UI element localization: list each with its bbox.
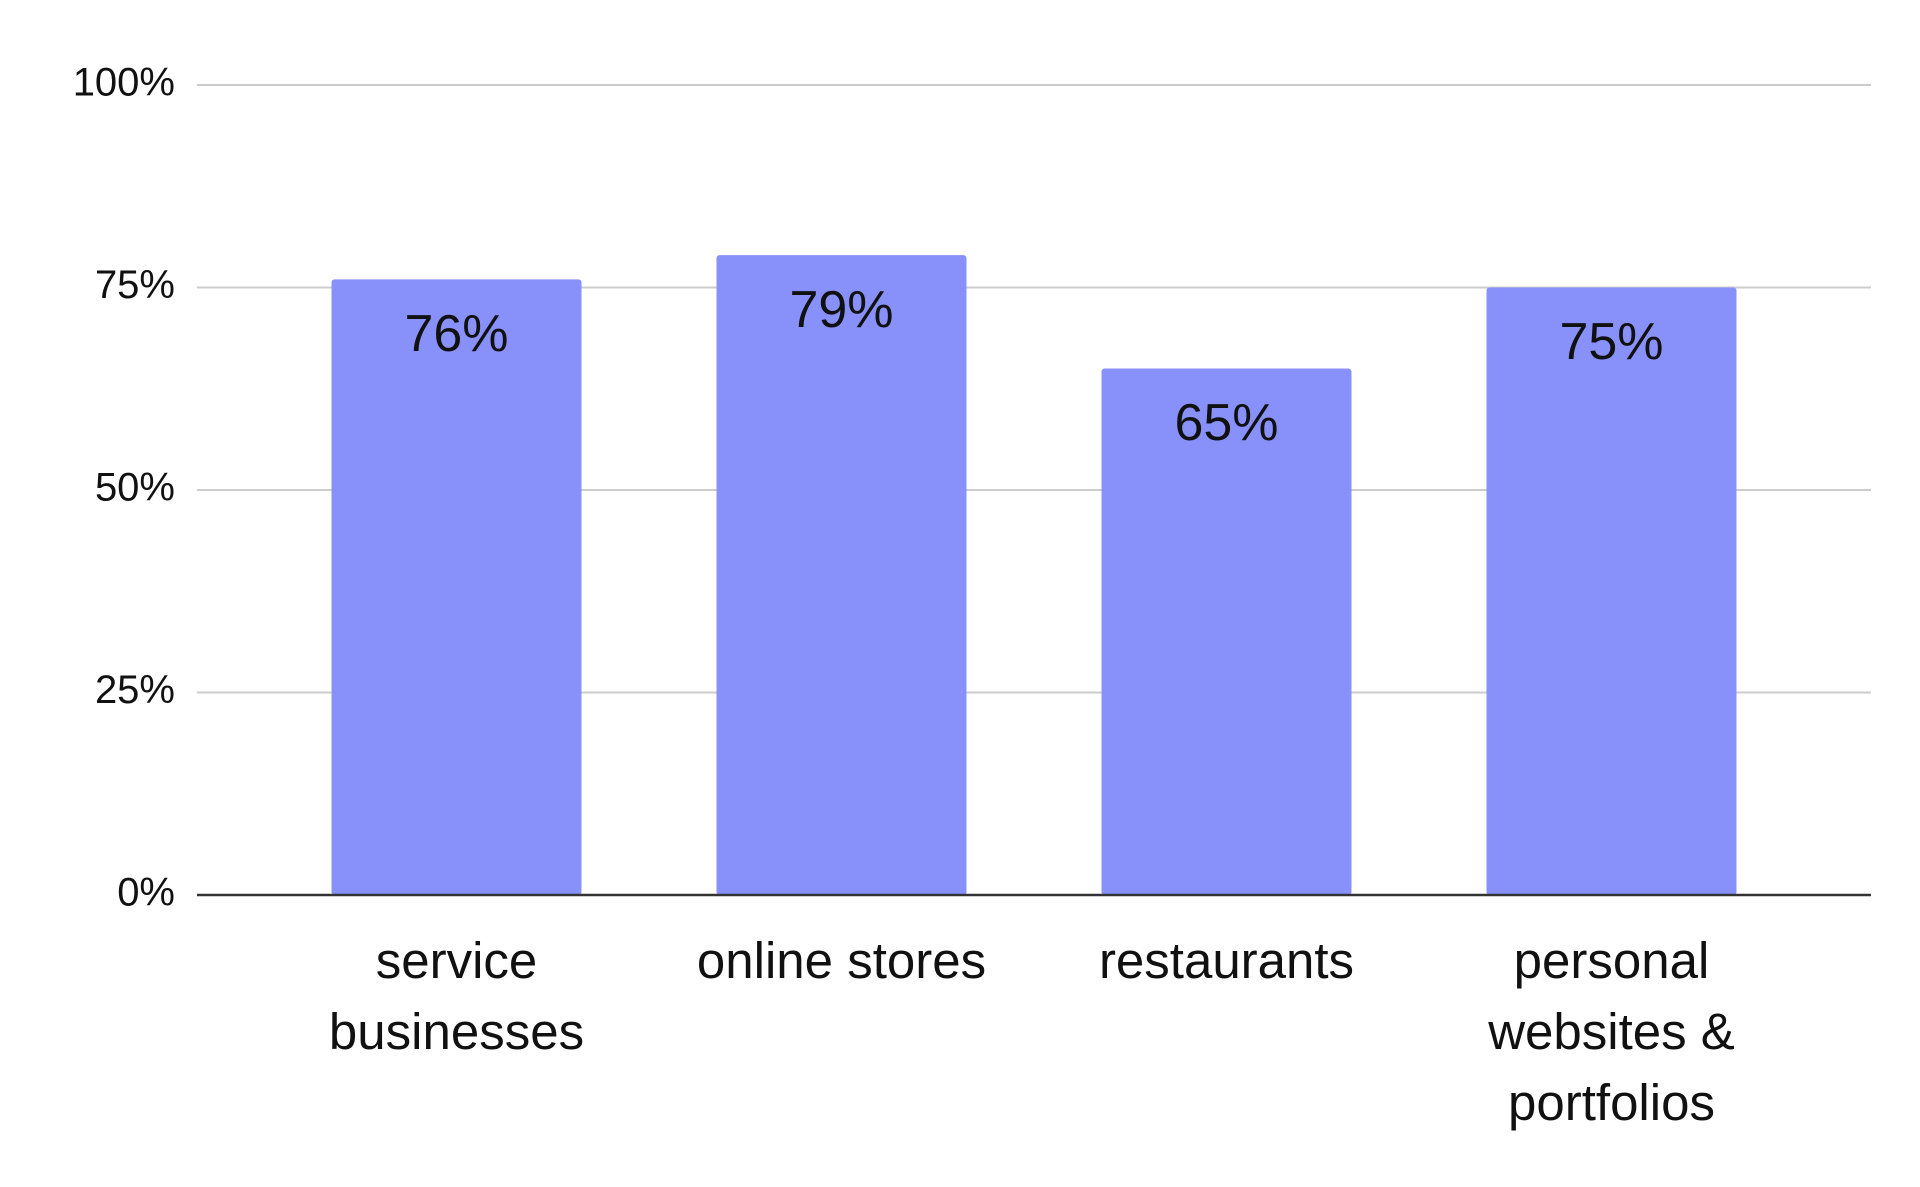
x-tick-label: personal websites & portfolios xyxy=(1488,932,1735,1131)
bar xyxy=(1101,368,1352,895)
y-tick-label: 0% xyxy=(117,871,175,915)
y-tick-label: 50% xyxy=(95,466,175,510)
value-label: 76% xyxy=(404,305,508,363)
value-label: 65% xyxy=(1174,394,1278,452)
x-tick-label: service businesses xyxy=(328,932,585,1060)
value-label: 75% xyxy=(1559,313,1663,371)
y-tick-label: 100% xyxy=(73,61,175,105)
x-tick-label: online stores xyxy=(696,932,987,989)
value-label: 79% xyxy=(789,281,893,339)
bar xyxy=(716,255,967,896)
y-tick-label: 75% xyxy=(95,263,175,307)
bar xyxy=(1486,287,1737,895)
y-tick-label: 25% xyxy=(95,668,175,712)
bar xyxy=(331,279,582,895)
x-tick-label: restaurants xyxy=(1098,932,1355,989)
